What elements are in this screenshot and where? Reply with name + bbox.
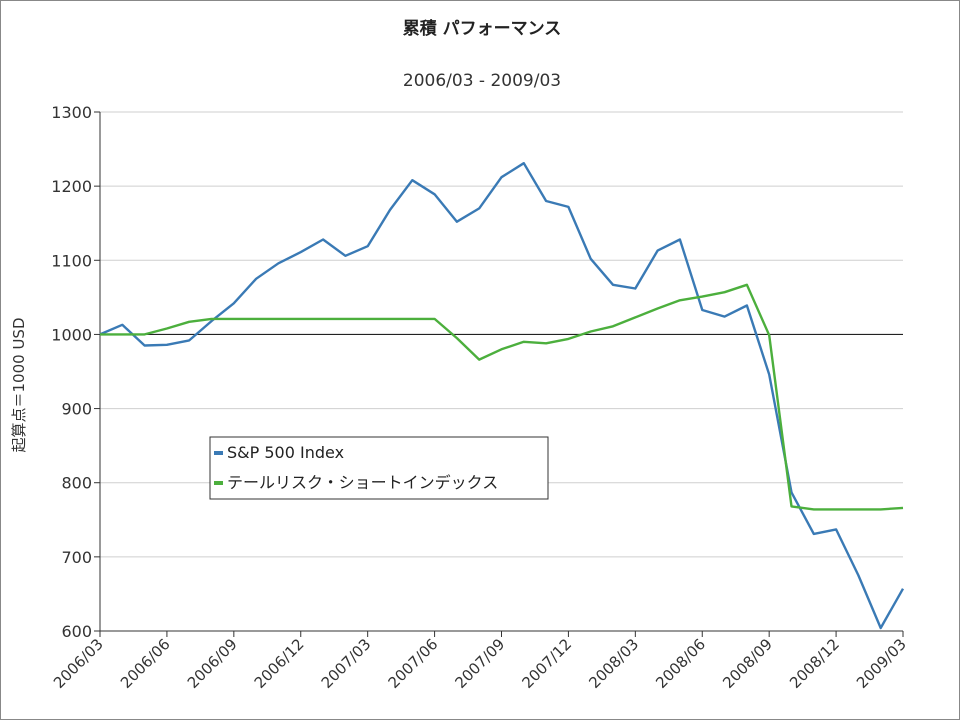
legend-box [209, 436, 549, 500]
legend: S&P 500 Index テールリスク・ショートインデックス [209, 436, 549, 500]
x-tick-label: 2006/12 [251, 635, 308, 692]
x-tick-label: 2009/03 [853, 635, 910, 692]
x-tick-label: 2007/03 [318, 635, 375, 692]
x-tick-label: 2007/12 [518, 635, 575, 692]
chart-title: 累積 パフォーマンス [403, 18, 562, 39]
series-lines [99, 161, 905, 630]
x-tick-label: 2006/06 [117, 635, 174, 692]
y-tick-label: 1300 [51, 103, 92, 122]
y-tick-label: 700 [61, 548, 92, 567]
legend-label-tail-risk: テールリスク・ショートインデックス [227, 473, 498, 492]
legend-swatch-sp500 [214, 451, 223, 455]
y-tick-label: 600 [61, 622, 92, 641]
x-tick-label: 2007/06 [385, 635, 442, 692]
x-tick-label: 2006/09 [184, 635, 241, 692]
chart-subtitle: 2006/03 - 2009/03 [403, 71, 561, 91]
x-tick-label: 2008/03 [585, 635, 642, 692]
x-tick-label: 2008/06 [652, 635, 709, 692]
x-tick-label: 2008/09 [719, 635, 776, 692]
x-tick-label: 2007/09 [452, 635, 509, 692]
legend-label-sp500: S&P 500 Index [227, 443, 344, 462]
y-axis-label: 起算点＝1000 USD [10, 318, 28, 453]
y-tick-label: 1100 [51, 251, 92, 270]
y-tick-label: 900 [61, 400, 92, 419]
series-line-sp500 [99, 161, 905, 630]
y-tick-label: 1000 [51, 325, 92, 344]
y-tick-label: 800 [61, 474, 92, 493]
x-tick-label: 2006/03 [50, 635, 107, 692]
legend-swatch-tail-risk [214, 481, 223, 485]
x-tick-label: 2008/12 [786, 635, 843, 692]
series-line-tail-risk [100, 283, 904, 511]
y-tick-label: 1200 [51, 177, 92, 196]
